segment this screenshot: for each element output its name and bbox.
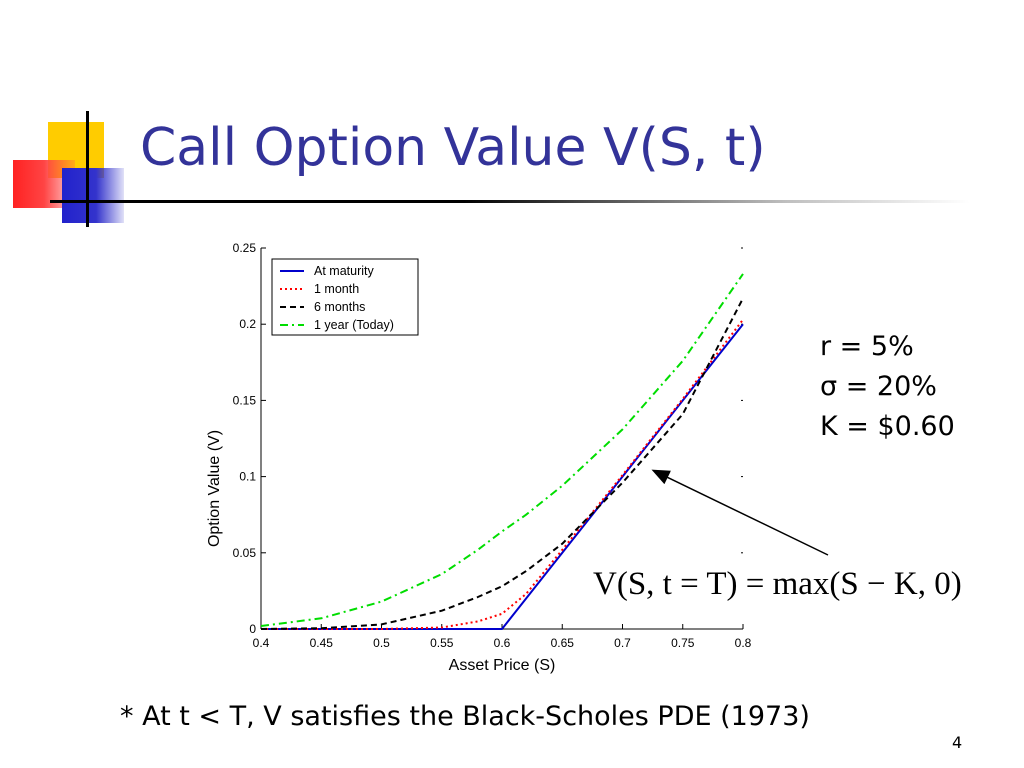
annotation-arrow <box>651 469 829 556</box>
y-tick-label: 0 <box>249 622 256 636</box>
x-tick-label: 0.65 <box>551 636 575 650</box>
x-tick-label: 0.8 <box>735 636 752 650</box>
legend-entry: 6 months <box>314 300 365 314</box>
series-line-1-year-today <box>260 273 744 627</box>
legend-entry: At maturity <box>314 264 374 278</box>
x-tick-label: 0.6 <box>494 636 511 650</box>
x-tick-label: 0.7 <box>614 636 631 650</box>
y-tick-label: 0.25 <box>233 241 257 255</box>
parameter-list: r = 5% σ = 20% K = $0.60 <box>820 327 955 447</box>
y-tick-label: 0.05 <box>233 546 257 560</box>
y-tick-label: 0.1 <box>239 470 256 484</box>
x-axis-label: Asset Price (S) <box>449 657 556 674</box>
x-tick-label: 0.4 <box>253 636 270 650</box>
series-line-1-month <box>261 318 744 630</box>
y-tick-label: 0.15 <box>233 393 257 407</box>
slide-title: Call Option Value V(S, t) <box>140 118 766 178</box>
x-tick-label: 0.75 <box>671 636 695 650</box>
title-divider <box>50 200 970 203</box>
footnote: * At t < T, V satisfies the Black-Schole… <box>120 701 810 732</box>
x-tick-label: 0.45 <box>310 636 334 650</box>
payoff-formula: V(S, t = T) = max(S − K, 0) <box>593 566 962 602</box>
y-tick-label: 0.2 <box>239 317 256 331</box>
legend-entry: 1 year (Today) <box>314 318 394 332</box>
page-number: 4 <box>952 733 963 752</box>
legend-entry: 1 month <box>314 282 359 296</box>
param-rate: r = 5% <box>820 331 914 362</box>
decorative-vertical-line <box>86 111 89 227</box>
x-tick-label: 0.5 <box>373 636 390 650</box>
series-line-6-months <box>260 297 744 630</box>
x-tick-label: 0.55 <box>430 636 454 650</box>
decorative-blue-square <box>62 168 124 223</box>
param-strike: K = $0.60 <box>820 411 955 442</box>
y-axis-label: Option Value (V) <box>206 430 223 547</box>
param-sigma: σ = 20% <box>820 371 937 402</box>
